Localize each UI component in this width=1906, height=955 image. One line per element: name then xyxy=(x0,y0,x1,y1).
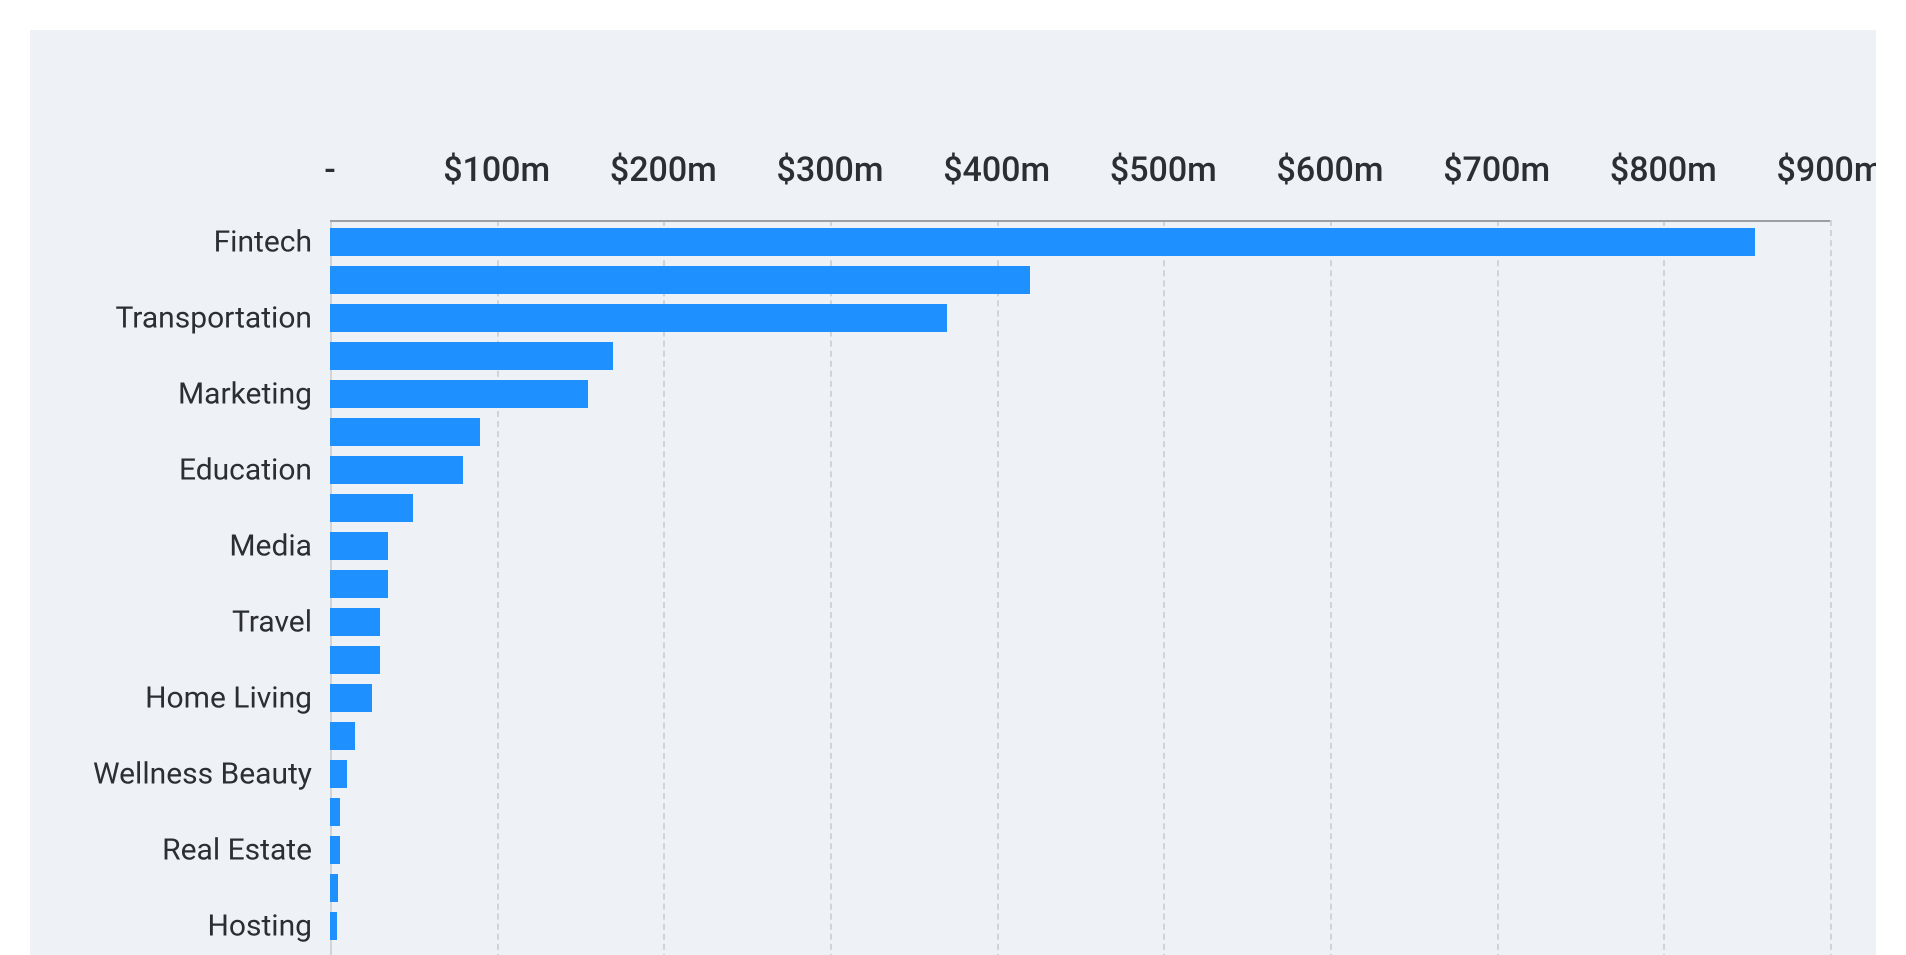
bar xyxy=(330,912,337,940)
category-label: Fintech xyxy=(214,225,312,260)
bar xyxy=(330,532,388,560)
gridline xyxy=(1497,220,1499,955)
x-tick-label: $300m xyxy=(777,150,884,190)
bar xyxy=(330,836,340,864)
bar xyxy=(330,570,388,598)
bar xyxy=(330,608,380,636)
bar xyxy=(330,342,613,370)
bar xyxy=(330,760,347,788)
bar xyxy=(330,722,355,750)
plot-area xyxy=(330,220,1830,955)
bar xyxy=(330,380,588,408)
bar xyxy=(330,494,413,522)
category-label: Marketing xyxy=(178,377,312,412)
y-axis-labels: Fintech Transportation Marketing Education M… xyxy=(30,220,312,955)
x-tick-label: $100m xyxy=(443,150,550,190)
category-label: Education xyxy=(179,453,312,488)
bar xyxy=(330,456,463,484)
category-label: Media xyxy=(229,529,312,564)
bar xyxy=(330,418,480,446)
x-tick-label: $500m xyxy=(1110,150,1217,190)
gridline xyxy=(1830,220,1832,955)
x-tick-label: $400m xyxy=(943,150,1050,190)
category-label: Home Living xyxy=(145,681,312,716)
x-tick-label: - xyxy=(324,150,336,190)
gridline xyxy=(1330,220,1332,955)
category-label: Transportation xyxy=(115,301,312,336)
bar xyxy=(330,798,340,826)
x-tick-label: $800m xyxy=(1610,150,1717,190)
chart-container: - $100m $200m $300m $400m $500m $600m $700m $800… xyxy=(0,0,1906,955)
x-tick-label: $700m xyxy=(1443,150,1550,190)
gridline xyxy=(997,220,999,955)
top-axis-line xyxy=(330,220,1830,222)
category-label: Travel xyxy=(232,605,312,640)
chart-plot-background: - $100m $200m $300m $400m $500m $600m $700m $800… xyxy=(30,30,1876,955)
bar xyxy=(330,646,380,674)
x-tick-label: $600m xyxy=(1277,150,1384,190)
bar xyxy=(330,874,338,902)
x-tick-label: $900m xyxy=(1777,150,1876,190)
gridline xyxy=(1163,220,1165,955)
gridline xyxy=(1663,220,1665,955)
category-label: Hosting xyxy=(207,909,312,944)
category-label: Wellness Beauty xyxy=(93,757,312,792)
category-label: Real Estate xyxy=(162,833,312,868)
bar xyxy=(330,228,1755,256)
x-tick-label: $200m xyxy=(610,150,717,190)
bar xyxy=(330,266,1030,294)
bar xyxy=(330,304,947,332)
bar xyxy=(330,684,372,712)
